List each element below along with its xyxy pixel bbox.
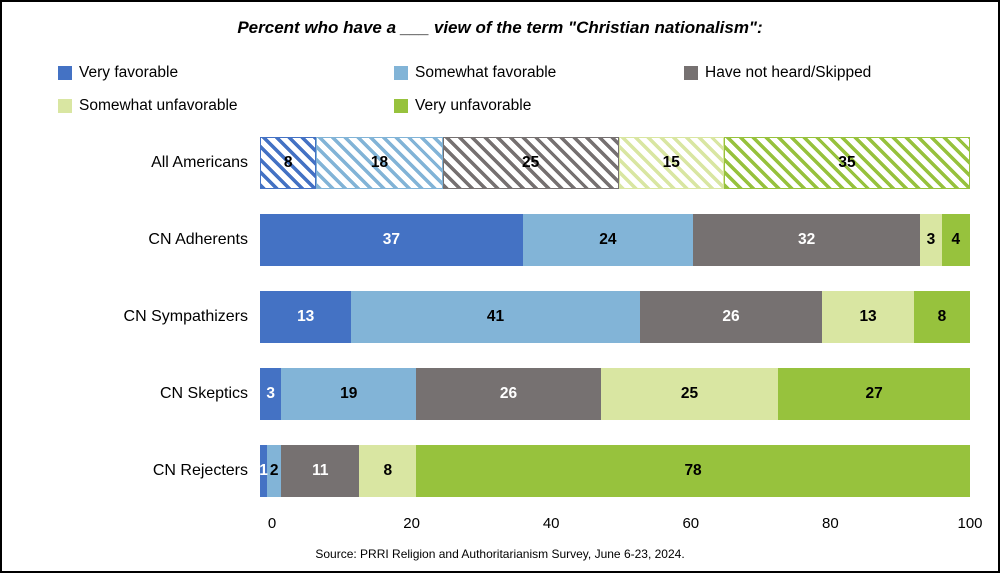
segment-value: 41 [486,308,505,325]
chart-row: CN Skeptics 3 19 26 25 27 [30,368,970,420]
legend-swatch [58,66,72,80]
bar-segment: 8 [913,291,970,343]
bar-segment: 25 [600,368,779,420]
legend-swatch [394,66,408,80]
segment-value: 8 [383,462,393,479]
stacked-bar: 13 41 26 13 8 [260,291,970,343]
legend-swatch [394,99,408,113]
segment-value: 13 [859,308,877,325]
bar-segment: 3 [260,368,282,420]
bar-segment: 25 [442,137,619,189]
x-axis: 0 20 40 60 80 100 [268,513,983,535]
bar-segment: 32 [693,214,921,266]
stacked-bar: 1 2 11 8 78 [259,445,970,497]
segment-value: 24 [599,231,617,248]
segment-value: 18 [370,154,389,171]
chart-row: All Americans 8 18 25 15 35 [30,137,970,189]
bar-segment: 3 [920,214,942,266]
bar-segment: 41 [351,291,640,343]
legend-label: Have not heard/Skipped [705,64,872,81]
bar-segment: 4 [941,214,970,266]
segment-value: 27 [865,385,883,402]
stacked-bar: 3 19 26 25 27 [260,368,970,420]
segment-value: 15 [662,154,680,171]
segment-value: 35 [838,154,856,171]
legend-item: Somewhat favorable [394,64,684,82]
x-tick-label: 0 [267,515,277,532]
bar-segment: 15 [618,137,724,189]
stacked-bar: 37 24 32 3 4 [260,214,970,266]
segment-value: 1 [259,462,268,479]
bar-segment: 1 [259,445,268,497]
legend-swatch [58,99,72,113]
bar-segment: 37 [260,214,523,266]
segment-value: 8 [283,154,293,171]
bar-segment: 18 [316,137,443,189]
category-label: CN Skeptics [159,385,248,402]
segment-value: 78 [684,462,702,479]
chart-row: CN Sympathizers 13 41 26 13 8 [30,291,970,343]
bar-segment: 35 [723,137,970,189]
bar-segment: 27 [778,368,970,420]
segment-value: 11 [312,462,329,479]
chart-title: Percent who have a ___ view of the term … [237,18,763,37]
bar-segment: 8 [359,445,417,497]
legend-item: Very unfavorable [394,97,684,115]
legend: Very favorable Somewhat favorable Have not… [58,64,970,115]
legend-item: Very favorable [58,64,394,82]
bar-segment: 13 [822,291,914,343]
segment-value: 3 [266,385,275,402]
segment-value: 13 [297,308,315,325]
x-tick-label: 80 [822,515,839,532]
bar-segment: 11 [281,445,360,497]
bar-segment: 24 [522,214,694,266]
category-label: All Americans [151,154,248,171]
bar-segment: 26 [416,368,601,420]
legend-label: Very favorable [79,64,179,81]
chart-row: CN Adherents 37 24 32 3 4 [30,214,970,266]
legend-label: Very unfavorable [415,97,532,114]
segment-value: 19 [340,385,358,402]
legend-item: Have not heard/Skipped [684,64,970,82]
bar-segment: 2 [267,445,282,497]
x-tick-label: 100 [957,515,983,532]
x-tick-label: 60 [682,515,700,532]
bar-segment: 8 [260,137,317,189]
segment-value: 2 [269,462,279,479]
category-label: CN Sympathizers [123,308,248,325]
source-note: Source: PRRI Religion and Authoritariani… [315,547,685,561]
chart-row: CN Rejecters 1 2 11 8 78 [30,445,970,497]
legend-label: Somewhat favorable [415,64,557,81]
category-label: CN Adherents [148,231,248,248]
chart-rows: All Americans 8 18 25 15 35 CN Adherents 37 24 32… [30,137,970,497]
bar-segment: 19 [281,368,417,420]
segment-value: 25 [680,385,699,402]
bar-segment: 78 [416,445,970,497]
segment-value: 4 [951,231,961,248]
bar-segment: 26 [639,291,823,343]
category-label: CN Rejecters [152,462,248,479]
legend-label: Somewhat unfavorable [79,97,238,114]
segment-value: 26 [722,308,740,325]
segment-value: 26 [499,385,518,402]
bar-segment: 13 [260,291,352,343]
x-tick-label: 40 [542,515,560,532]
segment-value: 32 [798,231,816,248]
segment-value: 8 [937,308,947,325]
segment-value: 37 [382,231,400,248]
x-tick-label: 20 [403,515,420,532]
legend-item: Somewhat unfavorable [58,97,394,115]
legend-swatch [684,66,698,80]
segment-value: 3 [926,231,936,248]
stacked-bar: 8 18 25 15 35 [260,137,970,189]
segment-value: 25 [522,154,540,171]
